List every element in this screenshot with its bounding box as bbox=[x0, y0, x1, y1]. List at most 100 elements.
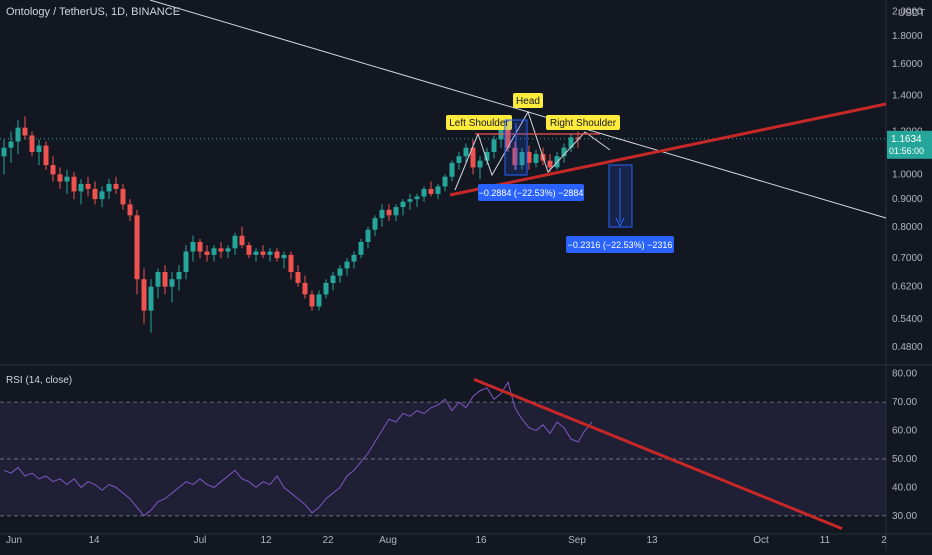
price-tick: 0.4800 bbox=[892, 342, 923, 353]
time-tick: 14 bbox=[88, 535, 100, 546]
candle-body bbox=[561, 147, 567, 157]
candle-body bbox=[260, 251, 266, 255]
candle-body bbox=[449, 162, 455, 177]
candle-body bbox=[386, 209, 392, 216]
candle-body bbox=[50, 165, 56, 175]
candle-body bbox=[344, 261, 350, 269]
candle-body bbox=[442, 176, 448, 187]
candle-body bbox=[351, 254, 357, 262]
candle-body bbox=[225, 248, 231, 252]
candle-body bbox=[533, 154, 539, 163]
time-tick: Jun bbox=[6, 535, 22, 546]
candle-body bbox=[120, 188, 126, 205]
time-tick: 2 bbox=[881, 535, 887, 546]
time-tick: Oct bbox=[753, 535, 769, 546]
candle-body bbox=[99, 191, 105, 200]
descending-trendline[interactable] bbox=[149, 0, 887, 219]
candle-body bbox=[134, 215, 140, 280]
candle-body bbox=[85, 183, 91, 189]
candle-body bbox=[232, 235, 238, 249]
candle-body bbox=[323, 282, 329, 295]
candle-body bbox=[197, 241, 203, 252]
candle-body bbox=[372, 218, 378, 230]
candle-body bbox=[162, 271, 168, 287]
candle-body bbox=[141, 279, 147, 311]
countdown-value: 01:56:00 bbox=[889, 146, 924, 156]
candle-body bbox=[267, 251, 273, 255]
candle-body bbox=[393, 207, 399, 216]
measure-label-1: −0.2884 (−22.53%) −2884 bbox=[479, 188, 584, 198]
candle-body bbox=[435, 186, 441, 194]
price-tick: 1.8000 bbox=[892, 31, 923, 42]
left-shoulder-label-bg bbox=[446, 115, 512, 130]
candle-body bbox=[295, 271, 301, 283]
rsi-tick: 80.00 bbox=[892, 369, 917, 380]
candle-body bbox=[407, 199, 413, 202]
candle-body bbox=[512, 147, 518, 166]
time-tick: 22 bbox=[322, 535, 334, 546]
candle-body bbox=[204, 251, 210, 255]
rsi-legend: RSI (14, close) bbox=[6, 375, 73, 386]
candle-body bbox=[421, 188, 427, 197]
candle-body bbox=[218, 248, 224, 252]
candle-body bbox=[337, 268, 343, 276]
candle-body bbox=[316, 294, 322, 307]
candle-body bbox=[547, 160, 553, 168]
price-tick: 2.0000 bbox=[892, 6, 923, 17]
price-tick: 1.6000 bbox=[892, 59, 923, 70]
time-tick: 13 bbox=[646, 535, 658, 546]
measure-label-1-bg bbox=[478, 184, 584, 201]
candle-body bbox=[568, 137, 574, 148]
neckline-trendline[interactable] bbox=[449, 102, 887, 197]
price-axis-panel bbox=[886, 0, 932, 550]
price-tick: 0.7000 bbox=[892, 253, 923, 264]
candle-body bbox=[64, 176, 70, 182]
rsi-trendline[interactable] bbox=[473, 377, 843, 530]
candle-body bbox=[330, 275, 336, 283]
price-tick: 1.4000 bbox=[892, 90, 923, 101]
candle-body bbox=[8, 141, 14, 148]
candle-body bbox=[575, 137, 581, 140]
candle-body bbox=[491, 139, 497, 152]
candle-body bbox=[43, 145, 49, 166]
rsi-tick: 30.00 bbox=[892, 511, 917, 522]
last-price-value: 1.1634 bbox=[891, 134, 922, 145]
head-label-bg bbox=[513, 93, 543, 108]
candle-body bbox=[463, 147, 469, 157]
candle-body bbox=[281, 254, 287, 259]
measure-label-2: −0.2316 (−22.53%) −2316 bbox=[568, 240, 673, 250]
candle-body bbox=[505, 121, 511, 148]
candle-body bbox=[365, 229, 371, 242]
candle-body bbox=[477, 160, 483, 168]
candle-body bbox=[22, 127, 28, 136]
candle-body bbox=[358, 241, 364, 255]
candle-body bbox=[106, 183, 112, 192]
candle-body bbox=[400, 201, 406, 208]
candle-body bbox=[246, 245, 252, 255]
candle-body bbox=[148, 286, 154, 311]
currency-label: USDT bbox=[898, 8, 925, 19]
rsi-tick: 60.00 bbox=[892, 426, 917, 437]
price-tick: 1.0000 bbox=[892, 169, 923, 180]
candle-body bbox=[183, 251, 189, 272]
time-tick: Jul bbox=[194, 535, 207, 546]
candle-body bbox=[211, 248, 217, 255]
rsi-tick: 50.00 bbox=[892, 454, 917, 465]
rsi-tick: 70.00 bbox=[892, 397, 917, 408]
measure-arrowhead-2 bbox=[615, 217, 625, 228]
rsi-line bbox=[3, 380, 593, 517]
candle-body bbox=[169, 279, 175, 287]
candle-body bbox=[484, 151, 490, 161]
price-tick: 0.8000 bbox=[892, 222, 923, 233]
head-label: Head bbox=[516, 96, 540, 107]
candle-body bbox=[253, 251, 259, 255]
candle-body bbox=[190, 241, 196, 252]
time-tick: 11 bbox=[820, 535, 831, 546]
last-price-badge bbox=[887, 130, 932, 159]
candle-body bbox=[379, 209, 385, 219]
price-tick: 0.6200 bbox=[892, 282, 923, 293]
candle-body bbox=[428, 188, 434, 194]
candle-body bbox=[274, 251, 280, 259]
